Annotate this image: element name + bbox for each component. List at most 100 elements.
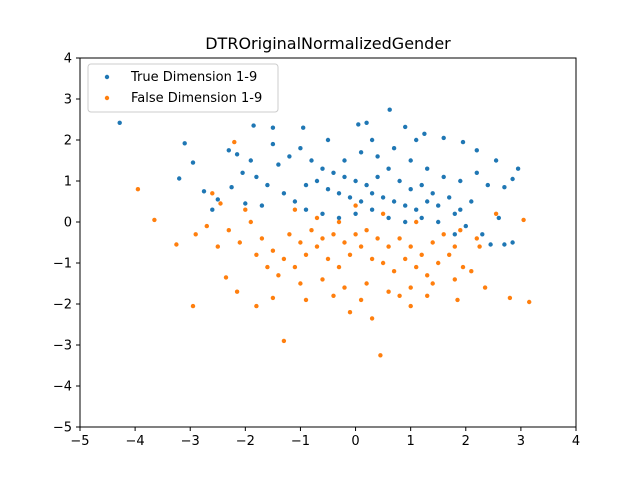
- point-s0-61: [425, 199, 430, 204]
- point-s1-55: [375, 236, 380, 241]
- point-s0-92: [325, 137, 331, 143]
- point-s1-12: [507, 295, 513, 301]
- point-s0-67: [281, 191, 287, 196]
- point-s1-78: [265, 264, 270, 270]
- point-s1-45: [436, 260, 441, 266]
- point-s0-27: [240, 170, 245, 175]
- point-s1-14: [521, 217, 526, 223]
- point-s1-83: [336, 219, 342, 225]
- series-1: [135, 139, 532, 358]
- point-s1-23: [270, 295, 276, 301]
- point-s1-72: [469, 269, 474, 274]
- point-s0-14: [460, 139, 466, 145]
- point-s1-63: [276, 273, 281, 278]
- point-s1-89: [353, 203, 358, 208]
- point-s1-21: [234, 289, 240, 294]
- point-s0-6: [251, 123, 256, 128]
- y-tick-label-5: 0: [64, 216, 72, 231]
- point-s0-65: [265, 182, 270, 188]
- point-s0-59: [403, 203, 408, 208]
- point-s0-29: [215, 197, 220, 202]
- point-s0-25: [226, 148, 231, 153]
- point-s0-24: [480, 232, 485, 237]
- point-s0-36: [287, 154, 292, 159]
- point-s0-57: [380, 195, 386, 200]
- point-s0-52: [325, 187, 331, 192]
- point-s0-8: [301, 125, 306, 130]
- x-tick-label-7: 2: [462, 434, 470, 449]
- point-s0-80: [342, 158, 347, 163]
- point-s1-13: [527, 299, 532, 305]
- point-s0-34: [463, 223, 468, 229]
- point-s1-50: [320, 236, 325, 241]
- point-s1-76: [397, 293, 402, 298]
- point-s0-82: [375, 154, 380, 159]
- point-s1-3: [190, 303, 196, 309]
- point-s1-0: [135, 187, 141, 192]
- point-s0-5: [387, 107, 392, 112]
- point-s0-78: [452, 211, 457, 216]
- point-s0-84: [408, 158, 413, 163]
- point-s1-32: [292, 264, 298, 270]
- point-s1-17: [460, 264, 466, 270]
- point-s0-79: [469, 199, 474, 204]
- point-s1-24: [210, 191, 215, 196]
- axes-layer: −5 −4 −3 −2 −1 0 1 2 3 4 −5 −4 −3 −2 −1 0 1 2 3 4: [53, 52, 580, 450]
- point-s1-37: [347, 252, 353, 257]
- point-s1-20: [223, 275, 229, 280]
- point-s0-10: [356, 122, 361, 127]
- point-s1-73: [303, 297, 309, 303]
- point-s0-42: [353, 178, 358, 184]
- point-s1-29: [259, 236, 265, 241]
- point-s1-25: [218, 201, 223, 206]
- x-tick-label-3: −2: [236, 434, 255, 449]
- point-s0-66: [254, 174, 259, 180]
- point-s0-30: [210, 207, 215, 212]
- x-tick-label-9: 4: [572, 434, 580, 449]
- y-tick-label-3: −2: [53, 298, 72, 313]
- point-s1-35: [325, 256, 331, 262]
- point-s0-56: [369, 191, 375, 196]
- point-s0-39: [320, 166, 325, 171]
- point-s1-42: [403, 256, 408, 262]
- y-tick-label-7: 2: [64, 134, 72, 149]
- point-s0-44: [375, 174, 380, 180]
- point-s0-3: [177, 176, 182, 181]
- point-s1-57: [397, 236, 402, 241]
- point-s0-85: [425, 166, 430, 171]
- point-s1-8: [347, 310, 353, 315]
- point-s1-34: [314, 244, 320, 249]
- point-s1-19: [215, 244, 220, 249]
- point-s1-81: [226, 228, 231, 233]
- point-s0-46: [397, 178, 402, 184]
- point-s0-54: [347, 195, 353, 200]
- point-s1-71: [452, 277, 457, 282]
- point-s1-26: [232, 139, 237, 145]
- point-s1-40: [380, 260, 386, 266]
- point-s0-72: [353, 211, 358, 216]
- point-s0-69: [303, 207, 309, 212]
- y-tick-label-9: 4: [64, 52, 72, 67]
- point-s0-93: [369, 137, 375, 143]
- point-s1-33: [303, 252, 309, 257]
- x-tick-label-6: 1: [407, 434, 415, 449]
- point-s1-84: [380, 211, 386, 216]
- point-s0-88: [474, 170, 479, 175]
- point-s0-13: [441, 135, 446, 141]
- legend-marker-false: [104, 95, 110, 101]
- point-s1-66: [342, 285, 347, 290]
- point-s1-48: [298, 240, 303, 245]
- point-s0-68: [292, 199, 298, 204]
- point-s1-22: [254, 303, 259, 309]
- point-s0-37: [298, 146, 303, 151]
- point-s0-50: [303, 182, 309, 188]
- y-tick-label-1: −4: [53, 380, 72, 395]
- point-s1-53: [353, 232, 358, 237]
- point-s1-10: [455, 297, 460, 303]
- point-s1-62: [452, 244, 457, 249]
- point-s1-58: [408, 244, 413, 249]
- point-s0-83: [391, 146, 397, 151]
- point-s0-45: [386, 166, 391, 171]
- point-s1-65: [320, 277, 325, 282]
- point-s0-62: [436, 203, 441, 208]
